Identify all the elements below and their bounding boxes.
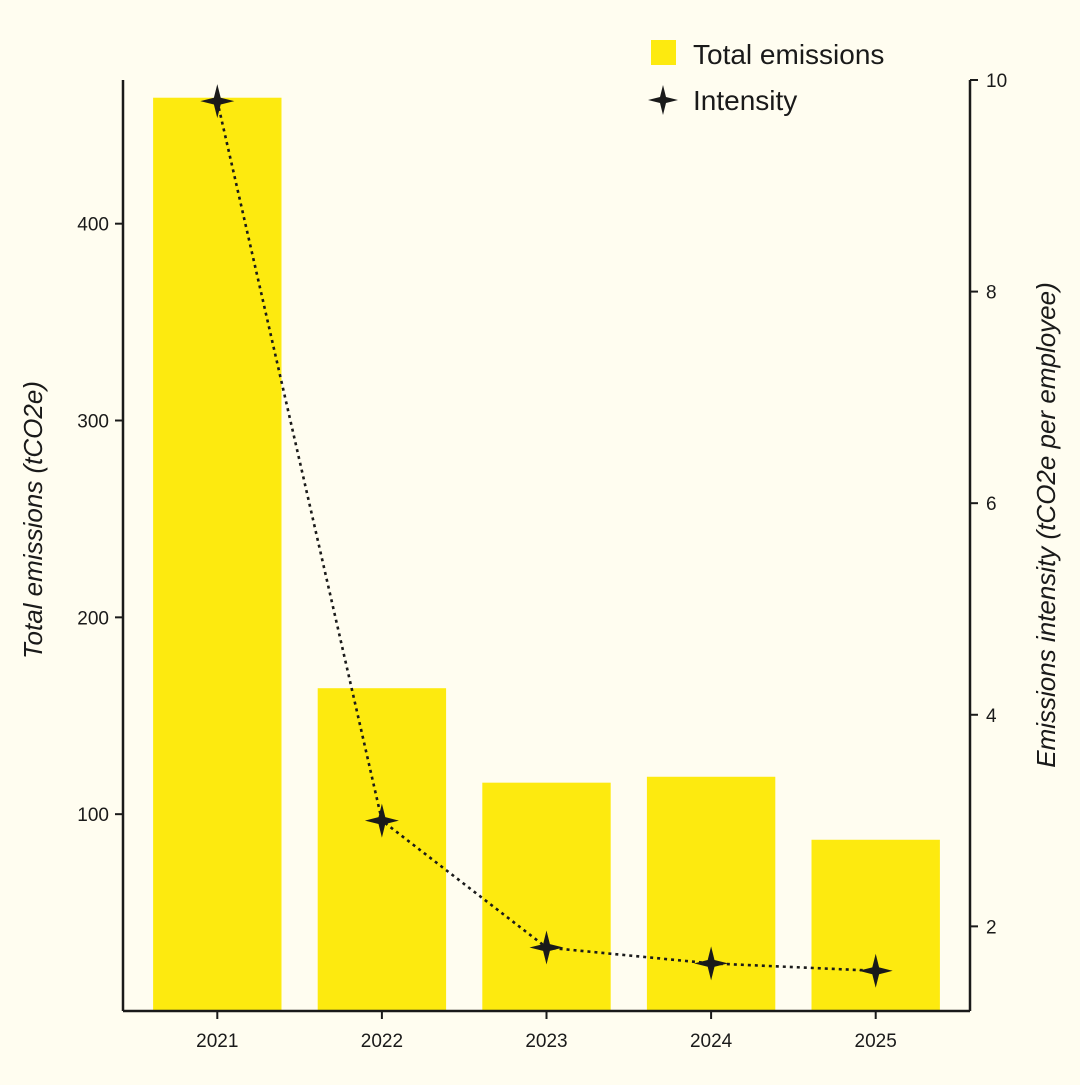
legend-label-intensity: Intensity xyxy=(693,85,797,116)
intensity-marker-2022 xyxy=(364,803,399,838)
bar-2022 xyxy=(317,688,447,1011)
x-tick-label: 2025 xyxy=(855,1031,897,1052)
legend: Total emissions Intensity xyxy=(648,39,884,116)
right-tick-label: 10 xyxy=(986,71,1007,92)
bar-2021 xyxy=(153,97,282,1011)
right-axis-ticks: 2 4 6 8 10 xyxy=(970,71,1007,938)
left-tick-label: 200 xyxy=(77,608,109,629)
intensity-marker-2021 xyxy=(200,84,235,119)
x-tick-label: 2024 xyxy=(690,1031,733,1052)
right-tick-label: 8 xyxy=(986,283,997,304)
bar-series-total-emissions xyxy=(153,97,940,1011)
x-tick-label: 2022 xyxy=(361,1031,403,1052)
left-tick-label: 100 xyxy=(77,805,109,826)
intensity-marker-2024 xyxy=(694,946,729,981)
x-tick-label: 2021 xyxy=(196,1031,238,1052)
line-series-intensity xyxy=(200,84,893,988)
right-axis-title: Emissions intensity (tCO2e per employee) xyxy=(1031,282,1061,768)
x-tick-label: 2023 xyxy=(525,1031,567,1052)
legend-label-total-emissions: Total emissions xyxy=(693,39,884,70)
legend-swatch-total-emissions xyxy=(651,40,676,65)
x-axis-ticks: 2021 2022 2023 2024 2025 xyxy=(196,1011,897,1052)
right-tick-label: 2 xyxy=(986,917,997,938)
left-tick-label: 300 xyxy=(77,412,109,433)
right-tick-label: 4 xyxy=(986,706,997,727)
right-tick-label: 6 xyxy=(986,494,997,515)
left-axis-title: Total emissions (tCO2e) xyxy=(18,381,48,659)
left-tick-label: 400 xyxy=(77,215,109,236)
intensity-marker-2025 xyxy=(858,953,893,988)
left-axis-ticks: 100 200 300 400 xyxy=(77,215,123,826)
bar-2023 xyxy=(482,782,611,1011)
intensity-marker-2023 xyxy=(529,930,564,965)
legend-star-icon xyxy=(648,85,678,115)
